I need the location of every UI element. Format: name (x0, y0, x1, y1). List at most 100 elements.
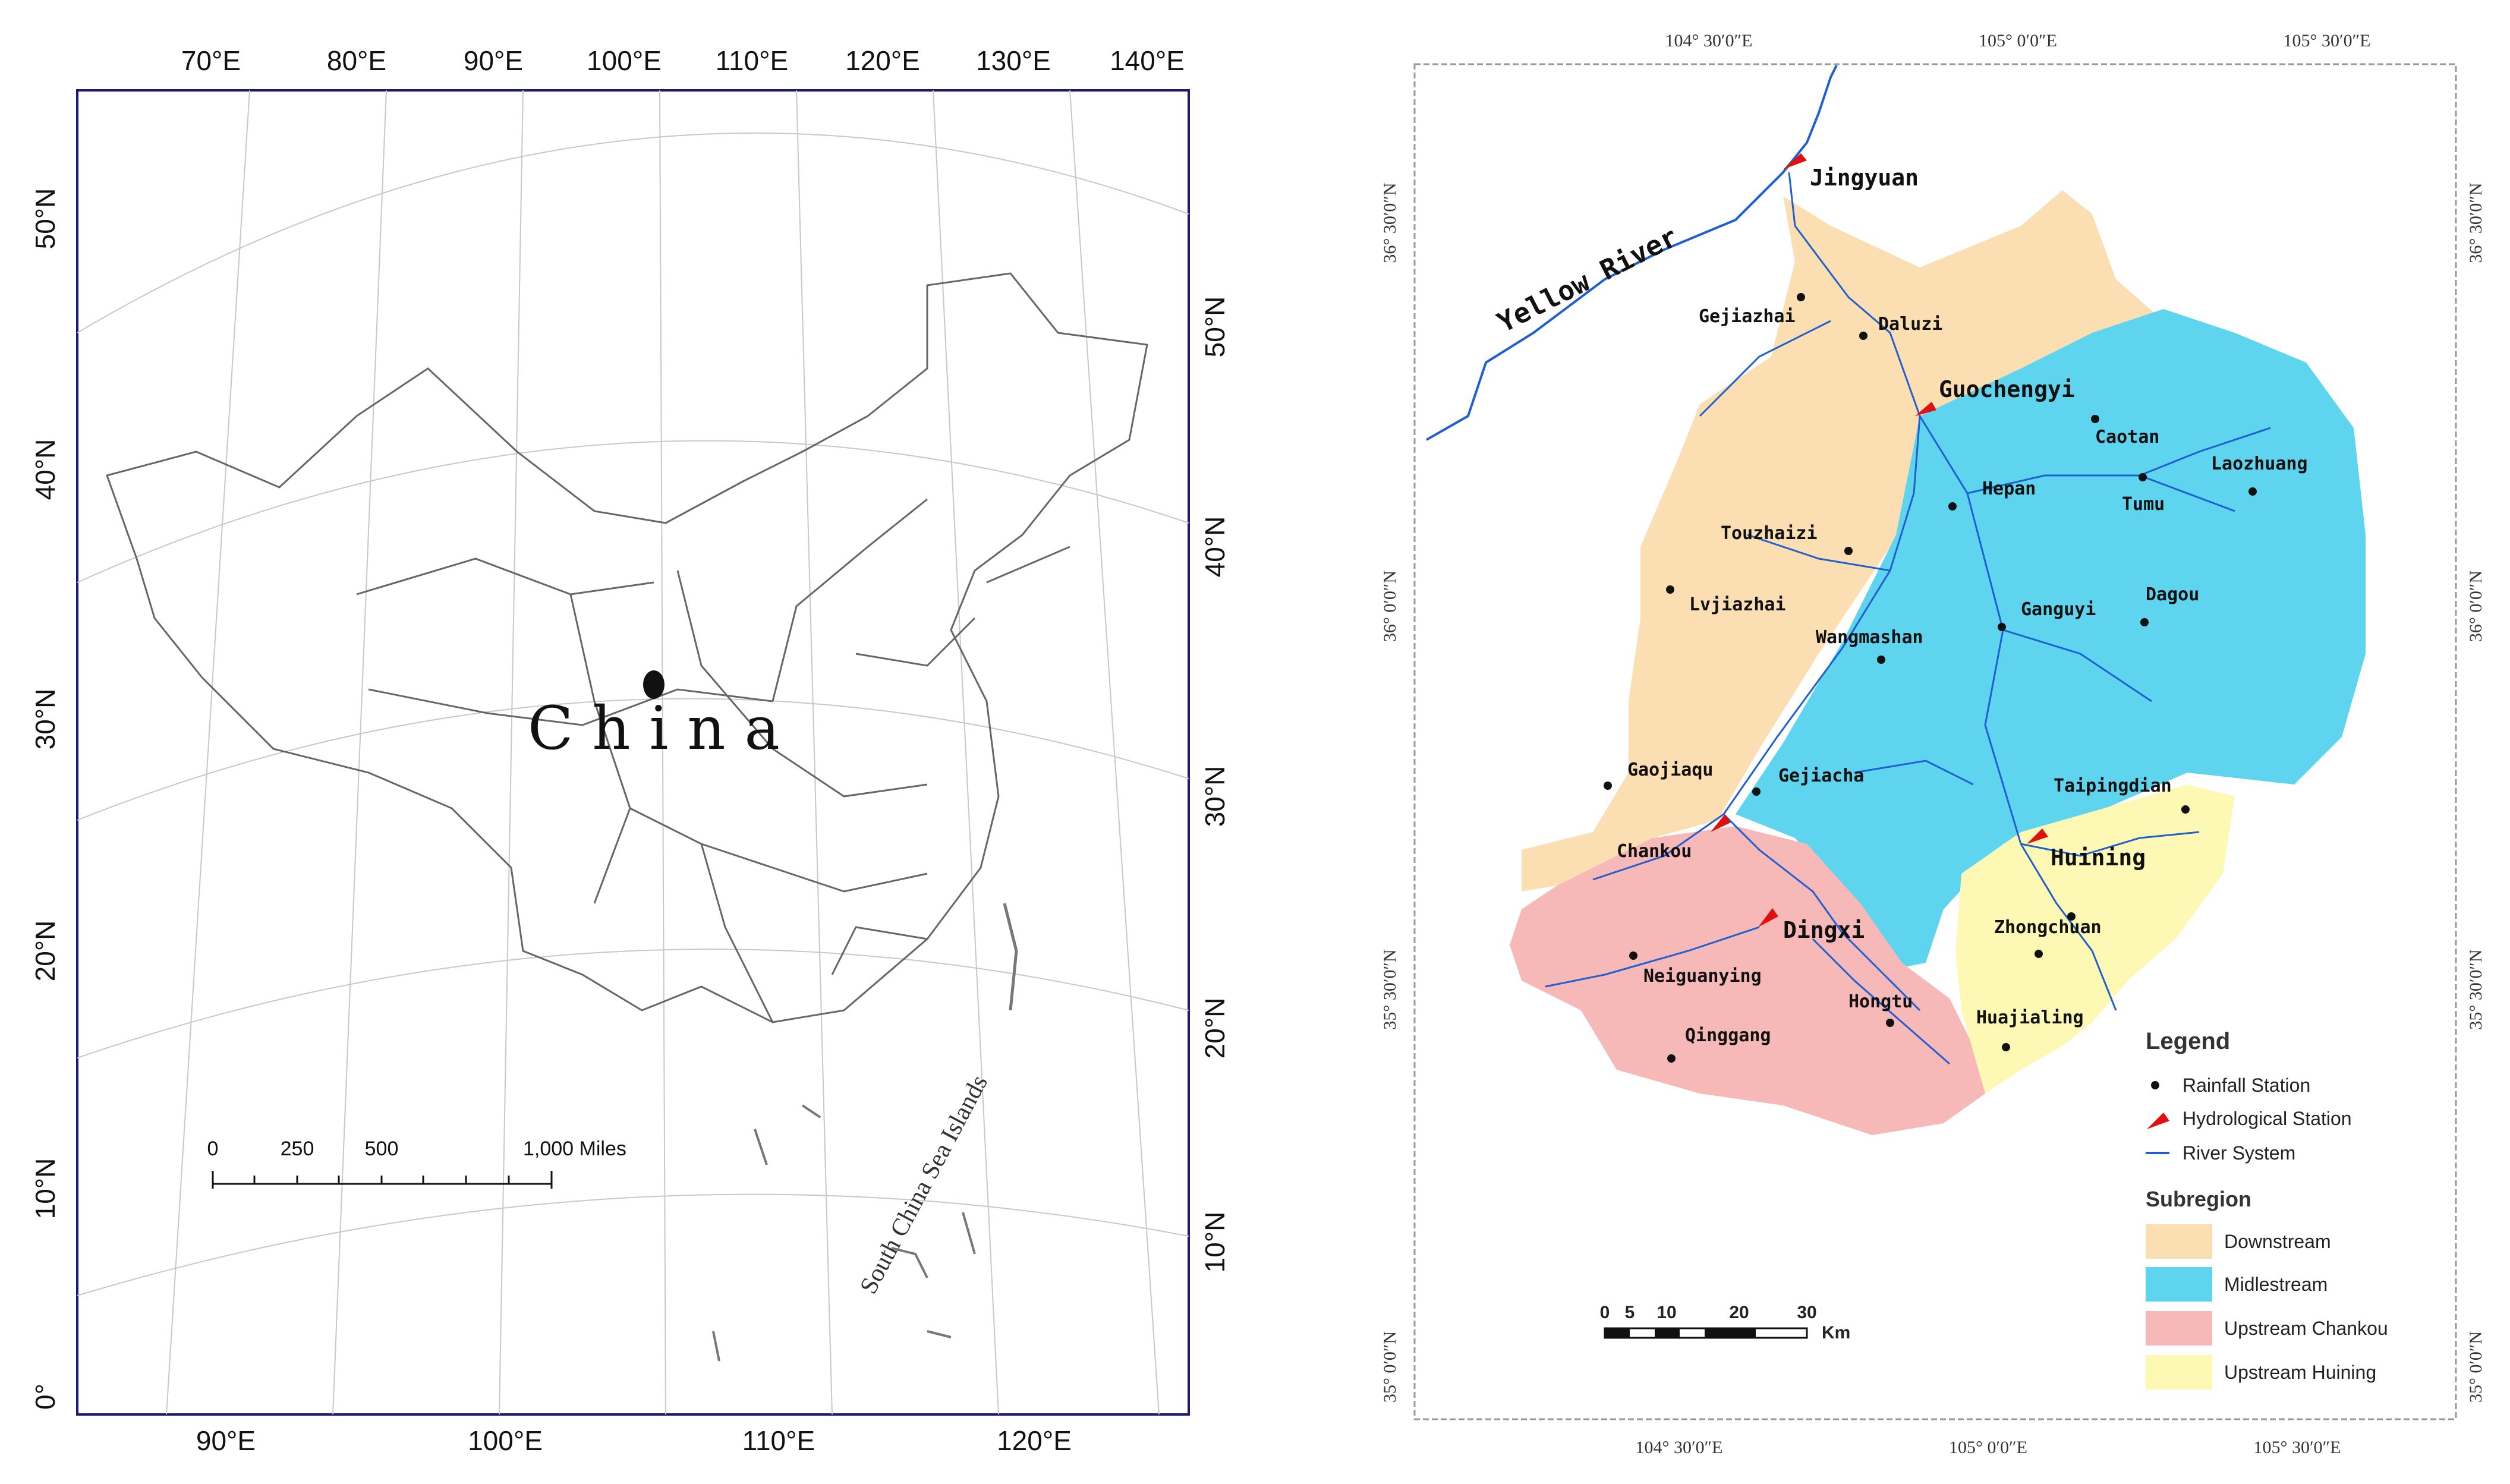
rainfall-station-marker (1629, 951, 1637, 960)
rainfall-station-marker (2091, 415, 2099, 423)
lat-label: 36° 30′0″N (1380, 182, 1400, 263)
scale-label: 0 (1600, 1303, 1610, 1322)
right-top-lon-labels: 104° 30′0″E 105° 0′0″E 105° 30′0″E (1665, 31, 2371, 51)
lat-label: 36° 0′0″N (1380, 571, 1400, 642)
lat-label: 40°N (1199, 516, 1230, 578)
lon-label: 130°E (976, 45, 1051, 76)
right-bottom-lon-labels: 104° 30′0″E 105° 0′0″E 105° 30′0″E (1636, 1438, 2341, 1457)
legend-hydrological-label: Hydrological Station (2183, 1108, 2352, 1129)
legend-swatch-upstream-huining (2146, 1355, 2212, 1390)
rainfall-station-marker (1886, 1019, 1894, 1027)
lon-label: 105° 30′0″E (2254, 1438, 2341, 1457)
hydrological-station-marker (1711, 814, 1731, 832)
lat-label: 35° 0′0″N (2466, 1331, 2486, 1403)
rainfall-station-marker (2140, 618, 2149, 626)
rain-station-label: Zhongchuan (1994, 917, 2102, 938)
rainfall-station-marker (1666, 585, 1674, 594)
legend-swatch-upstream-chankou (2146, 1311, 2212, 1346)
subregion-midlestream (1736, 309, 2366, 969)
lat-label: 40°N (30, 439, 61, 500)
lat-label: 0° (30, 1384, 61, 1410)
scale-tick-label: 500 (365, 1138, 399, 1160)
rainfall-station-marker (1667, 1054, 1676, 1063)
rain-station-label: Daluzi (1878, 314, 1942, 335)
rain-station-label: Touzhaizi (1721, 523, 1818, 544)
lat-label: 10°N (30, 1158, 61, 1220)
hydrological-station-markers (1711, 153, 2048, 927)
rain-station-label: Neiguanying (1643, 966, 1762, 987)
rainfall-station-marker (1844, 547, 1853, 555)
subregion-downstream (1522, 190, 2163, 891)
rainfall-station-marker (1752, 787, 1761, 796)
rainfall-station-marker (2181, 805, 2190, 814)
rain-station-label: Taipingdian (2054, 776, 2172, 796)
hydrological-station-marker (1915, 402, 1936, 416)
hydro-station-label: Huining (2051, 845, 2146, 871)
rain-station-label: Hepan (1982, 478, 2036, 499)
left-top-lon-labels: 70°E 80°E 90°E 100°E 110°E 120°E 130°E 1… (181, 45, 1185, 76)
left-scale-bar: 0 250 500 1,000 Miles (207, 1138, 626, 1189)
rain-station-label: Gaojiaqu (1627, 760, 1714, 780)
legend-midlestream-label: Midlestream (2224, 1274, 2328, 1295)
scale-label: 10 (1656, 1303, 1676, 1322)
lon-label: 105° 30′0″E (2284, 31, 2371, 51)
rain-station-label: Hongtu (1848, 991, 1913, 1012)
lon-label: 90°E (464, 45, 523, 76)
scale-tick-label: 0 (207, 1138, 219, 1160)
scale-tick-label: 250 (281, 1138, 314, 1160)
right-lat-labels: 50°N 40°N 30°N 20°N 10°N (1199, 297, 1230, 1273)
legend-upstream-chankou-label: Upstream Chankou (2224, 1318, 2388, 1339)
lat-label: 30°N (1199, 766, 1230, 827)
right-scale-bar: 0 5 10 20 30 Km (1600, 1303, 1851, 1343)
china-locator-map: C h i n a South China Sea Islands 0 250 … (30, 45, 1230, 1456)
legend-downstream-label: Downstream (2224, 1231, 2331, 1252)
rain-station-label: Huajialing (1976, 1007, 2084, 1028)
rainfall-station-marker (2035, 950, 2043, 958)
country-label: C h i n a (528, 694, 780, 763)
lon-label: 105° 0′0″E (1949, 1438, 2027, 1457)
rainfall-station-marker (1998, 623, 2006, 631)
rainfall-station-markers (1604, 293, 2257, 1063)
legend-subregion-title: Subregion (2146, 1187, 2251, 1211)
lat-label: 30°N (30, 689, 61, 750)
rainfall-station-marker (1859, 332, 1867, 340)
lon-label: 120°E (997, 1425, 1072, 1456)
lat-label: 35° 30′0″N (1380, 949, 1400, 1029)
rainfall-station-marker (1948, 502, 1957, 511)
rainfall-station-marker (2248, 487, 2257, 496)
lat-label: 10°N (1199, 1212, 1230, 1273)
hydrological-station-marker (1783, 153, 1807, 169)
hydrological-legend-icon (2147, 1113, 2169, 1129)
rain-station-label: Gejiacha (1778, 765, 1865, 786)
left-map-frame (76, 89, 1190, 1416)
china-outline (106, 272, 1148, 1023)
lon-label: 140°E (1110, 45, 1185, 76)
rain-station-label: Caotan (2095, 427, 2159, 448)
hydrological-station-marker (2027, 828, 2048, 844)
rainfall-station-marker (2139, 473, 2147, 481)
south-china-sea-islands-marks (712, 1104, 976, 1362)
lon-label: 104° 30′0″E (1665, 31, 1753, 51)
lon-label: 90°E (196, 1425, 256, 1456)
rainfall-legend-icon (2151, 1081, 2159, 1089)
legend-swatch-downstream (2146, 1224, 2212, 1259)
left-bottom-lon-labels: 90°E 100°E 110°E 120°E (196, 1425, 1072, 1456)
scale-label: 5 (1625, 1303, 1635, 1322)
lon-label: 105° 0′0″E (1979, 31, 2057, 51)
legend-upstream-huining-label: Upstream Huining (2224, 1362, 2376, 1383)
lon-label: 80°E (327, 45, 386, 76)
scale-label: Km (1822, 1323, 1850, 1343)
lon-label: 70°E (181, 45, 241, 76)
lat-label: 50°N (1199, 297, 1230, 358)
legend-title: Legend (2146, 1028, 2230, 1054)
lon-label: 110°E (742, 1425, 815, 1456)
rainfall-station-marker (2067, 912, 2076, 921)
rain-station-label: Qinggang (1685, 1025, 1771, 1046)
right-right-lat-labels: 36° 30′0″N 36° 0′0″N 35° 30′0″N 35° 0′0″… (2466, 182, 2486, 1403)
graticule (77, 90, 1189, 1415)
lon-label: 100°E (587, 45, 662, 76)
scale-label: 30 (1797, 1303, 1816, 1322)
legend-swatch-midlestream (2146, 1267, 2212, 1302)
rain-station-label: Gejiazhai (1699, 306, 1796, 327)
